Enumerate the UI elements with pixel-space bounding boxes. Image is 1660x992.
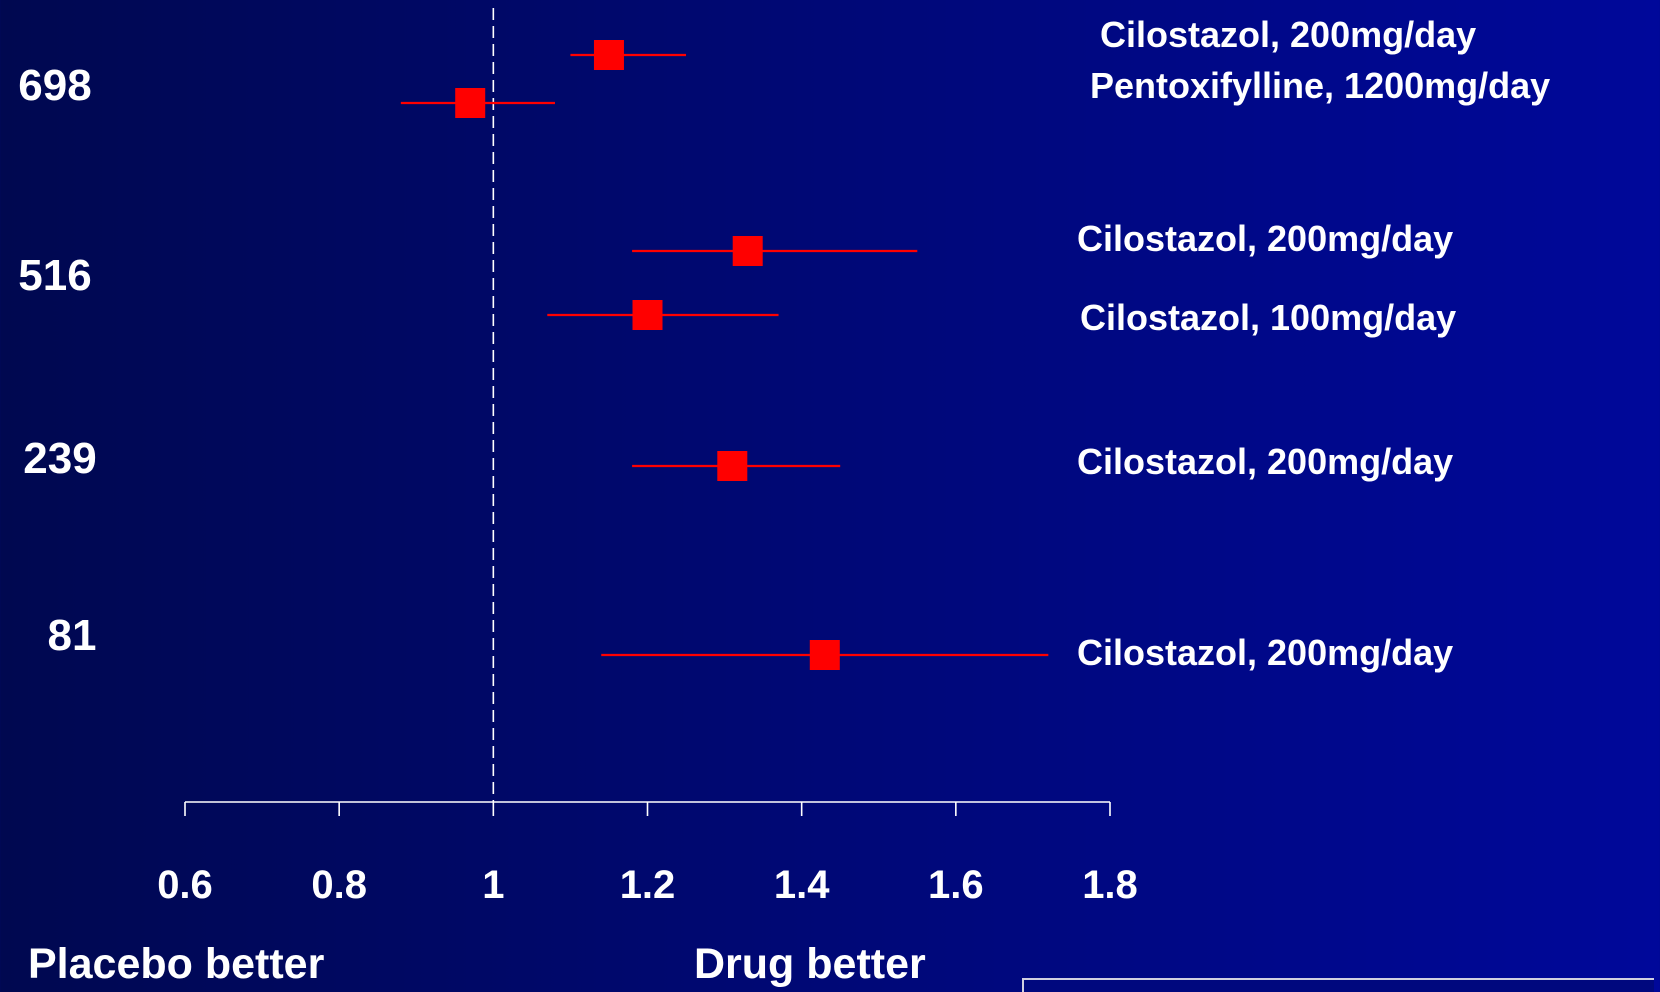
x-tick-label: 1 — [482, 863, 504, 907]
left-end-label: Placebo better — [28, 940, 325, 988]
treatment-label: Cilostazol, 200mg/day — [1077, 218, 1453, 259]
x-tick-label: 0.8 — [311, 863, 367, 907]
corner-box — [1022, 978, 1654, 992]
group-n-label: 516 — [18, 251, 91, 300]
chart-labels: 698 Cilostazol, 200mg/day Pentoxifylline, … — [18, 14, 1550, 988]
estimate-marker — [632, 300, 663, 330]
group-n-label: 698 — [18, 61, 91, 110]
x-axis: 0.6 0.8 1 1.2 1.4 1.6 1.8 — [157, 801, 1138, 907]
estimate-marker — [455, 88, 486, 118]
treatment-label: Cilostazol, 200mg/day — [1100, 14, 1476, 55]
estimate-marker — [717, 451, 748, 481]
x-tick-label: 0.6 — [157, 863, 213, 907]
x-tick-label: 1.2 — [620, 863, 676, 907]
estimate-marker — [809, 640, 840, 670]
forest-rows — [400, 40, 1049, 670]
estimate-marker — [732, 236, 763, 266]
group-n-label: 239 — [23, 434, 96, 483]
group-n-label: 81 — [48, 611, 97, 660]
treatment-label: Pentoxifylline, 1200mg/day — [1090, 65, 1550, 106]
treatment-label: Cilostazol, 200mg/day — [1077, 441, 1453, 482]
x-tick-label: 1.6 — [928, 863, 984, 907]
treatment-label: Cilostazol, 200mg/day — [1077, 632, 1453, 673]
x-tick-label: 1.8 — [1082, 863, 1138, 907]
x-tick-label: 1.4 — [774, 863, 830, 907]
treatment-label: Cilostazol, 100mg/day — [1080, 297, 1456, 338]
right-end-label: Drug better — [694, 940, 926, 988]
estimate-marker — [593, 40, 624, 70]
